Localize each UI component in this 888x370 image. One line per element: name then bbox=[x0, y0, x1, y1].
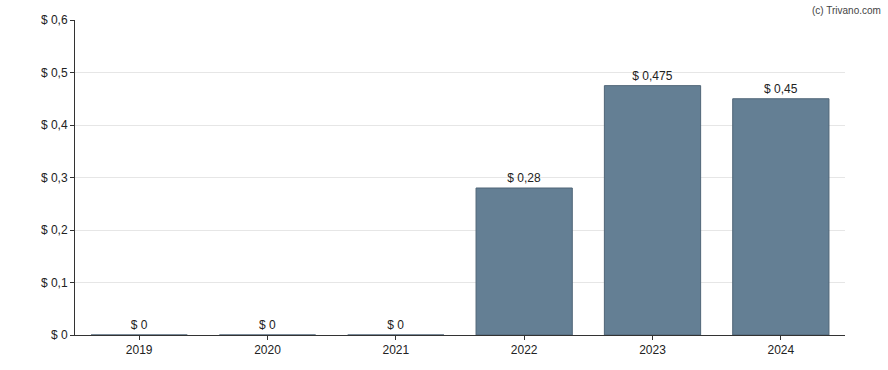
svg-text:2019: 2019 bbox=[126, 343, 153, 357]
svg-text:$ 0,5: $ 0,5 bbox=[41, 66, 68, 80]
svg-text:$ 0,2: $ 0,2 bbox=[41, 223, 68, 237]
svg-text:$ 0,3: $ 0,3 bbox=[41, 171, 68, 185]
svg-text:2020: 2020 bbox=[254, 343, 281, 357]
svg-text:(c) Trivano.com: (c) Trivano.com bbox=[812, 5, 881, 16]
svg-text:$ 0,28: $ 0,28 bbox=[507, 171, 541, 185]
svg-text:$ 0: $ 0 bbox=[131, 318, 148, 332]
svg-text:$ 0: $ 0 bbox=[387, 318, 404, 332]
svg-text:$ 0,45: $ 0,45 bbox=[764, 82, 798, 96]
svg-text:$ 0: $ 0 bbox=[51, 328, 68, 342]
svg-text:2024: 2024 bbox=[767, 343, 794, 357]
svg-text:$ 0,1: $ 0,1 bbox=[41, 276, 68, 290]
svg-text:$ 0,6: $ 0,6 bbox=[41, 13, 68, 27]
svg-text:2022: 2022 bbox=[511, 343, 538, 357]
svg-text:2021: 2021 bbox=[382, 343, 409, 357]
svg-text:$ 0: $ 0 bbox=[259, 318, 276, 332]
svg-text:$ 0,475: $ 0,475 bbox=[632, 69, 672, 83]
svg-text:2023: 2023 bbox=[639, 343, 666, 357]
svg-text:$ 0,4: $ 0,4 bbox=[41, 118, 68, 132]
